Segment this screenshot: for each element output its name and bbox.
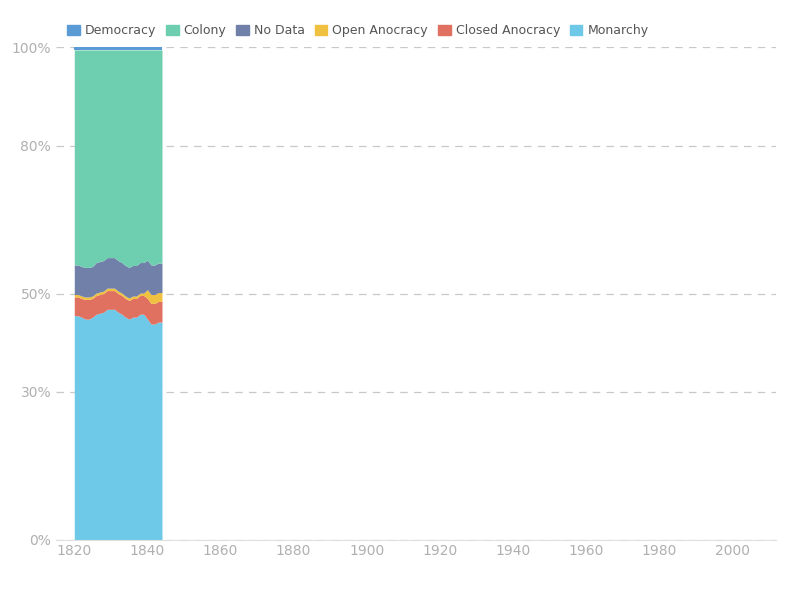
- Legend: Democracy, Colony, No Data, Open Anocracy, Closed Anocracy, Monarchy: Democracy, Colony, No Data, Open Anocrac…: [62, 19, 654, 42]
